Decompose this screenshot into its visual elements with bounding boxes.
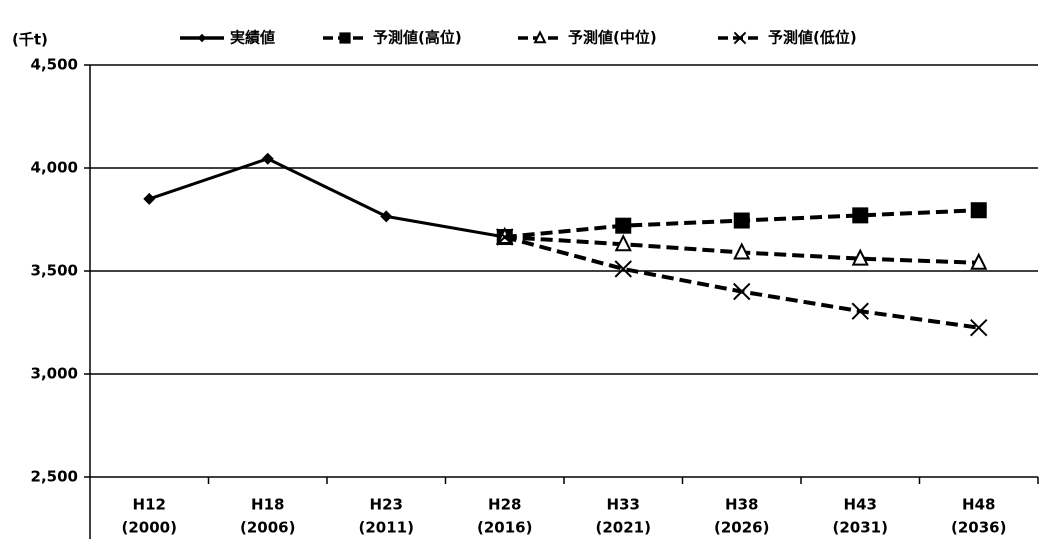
x-tick-label: H28 (488, 496, 521, 514)
x-tick-label: (2011) (359, 519, 414, 537)
legend-label: 実績値 (230, 29, 275, 47)
marker (733, 282, 751, 301)
y-tick-label: 4,500 (31, 56, 78, 74)
marker (533, 30, 547, 44)
x-tick-label: H12 (133, 496, 166, 514)
marker (614, 260, 632, 278)
marker (261, 152, 274, 165)
marker (733, 242, 751, 260)
x-tick-label: (2006) (240, 519, 295, 537)
marker (851, 248, 869, 266)
marker (197, 33, 207, 43)
legend-label: 予測値(高位) (373, 29, 462, 47)
x-tick-label: H18 (251, 496, 284, 514)
y-tick-label: 3,500 (31, 262, 78, 280)
marker (851, 302, 869, 320)
marker (733, 212, 750, 229)
marker (615, 217, 632, 234)
x-tick-label: H38 (725, 496, 758, 514)
x-tick-label: (2026) (714, 519, 769, 537)
marker (970, 252, 988, 270)
y-tick-label: 3,000 (31, 365, 78, 383)
series-line (148, 157, 506, 239)
x-tick-label: (2036) (951, 519, 1006, 537)
legend-label: 予測値(低位) (768, 29, 857, 47)
x-tick-label: (2016) (477, 519, 532, 537)
x-tick-label: H33 (607, 496, 640, 514)
marker (496, 228, 514, 246)
marker (380, 210, 393, 223)
marker (339, 32, 351, 44)
marker (733, 31, 747, 45)
marker (970, 318, 988, 337)
x-tick-label: (2031) (833, 519, 888, 537)
x-tick-label: H48 (962, 496, 995, 514)
marker (852, 207, 869, 224)
marker (970, 202, 987, 219)
x-tick-label: (2000) (122, 519, 177, 537)
y-unit-label: (千t) (12, 31, 48, 49)
x-tick-label: H23 (370, 496, 403, 514)
marker (143, 192, 156, 205)
x-tick-label: H43 (844, 496, 877, 514)
marker (614, 233, 632, 252)
y-tick-label: 4,000 (31, 159, 78, 177)
y-tick-label: 2,500 (31, 468, 78, 486)
x-tick-label: (2021) (596, 519, 651, 537)
legend-label: 予測値(中位) (568, 29, 657, 47)
